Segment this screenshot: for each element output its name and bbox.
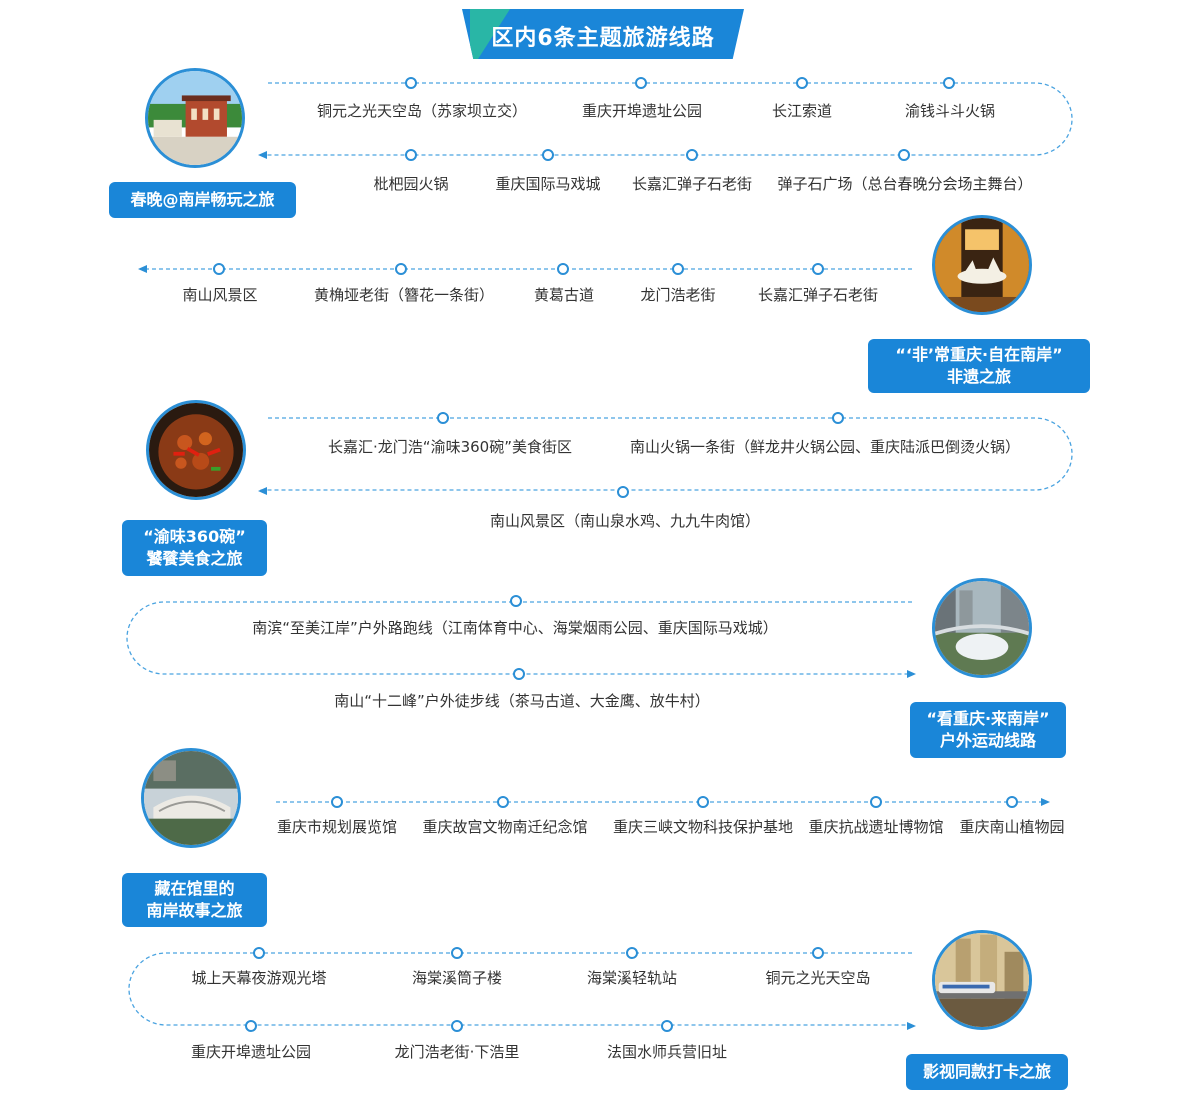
- route-stop-dot: [405, 77, 417, 89]
- page-title: 区内6条主题旅游线路: [491, 26, 715, 51]
- route-direction-arrow-icon: [907, 1022, 916, 1030]
- route-stop-dot: [870, 796, 882, 808]
- monorail-skyline-photo-icon: [932, 930, 1032, 1030]
- route-direction-arrow-icon: [138, 265, 147, 273]
- route-tag-outdoor[interactable]: “看重庆·来南岸” 户外运动线路: [910, 702, 1066, 758]
- route-stop-dot: [697, 796, 709, 808]
- route-stop-dot: [331, 796, 343, 808]
- route-tag-spring-festival[interactable]: 春晚@南岸畅玩之旅: [109, 182, 296, 218]
- route-stop-dot: [395, 263, 407, 275]
- stop-label: 海棠溪筒子楼: [411, 969, 503, 987]
- route-stop-dot: [513, 668, 525, 680]
- museum-photo-icon: [141, 748, 241, 848]
- stop-label: 法国水师兵营旧址: [606, 1043, 728, 1061]
- route-tag-line: 饕餮美食之旅: [146, 549, 243, 568]
- title-banner: 区内6条主题旅游线路: [462, 9, 744, 59]
- route-direction-arrow-icon: [258, 487, 267, 495]
- spicy-chicken-photo-icon: [146, 400, 246, 500]
- stop-label: 铜元之光天空岛: [765, 969, 871, 987]
- stop-label: 枇杷园火锅: [373, 175, 449, 193]
- stop-label: 南滨“至美江岸”户外路跑线（江南体育中心、海棠烟雨公园、重庆国际马戏城）: [252, 619, 778, 637]
- route-stop-dot: [510, 595, 522, 607]
- route-stop-dot: [213, 263, 225, 275]
- route-tag-intangible-heritage[interactable]: “‘非’常重庆·自在南岸” 非遗之旅: [868, 339, 1090, 393]
- stop-label: 重庆开埠遗址公园: [190, 1043, 312, 1061]
- old-building-photo-icon: [145, 68, 245, 168]
- route-tag-line: 户外运动线路: [939, 731, 1036, 750]
- route-stop-dot: [245, 1020, 257, 1032]
- route-stop-dot: [943, 77, 955, 89]
- route-direction-arrow-icon: [907, 670, 916, 678]
- route-stop-dot: [1006, 796, 1018, 808]
- stop-label: 南山风景区（南山泉水鸡、九九牛肉馆）: [489, 512, 761, 530]
- route-tag-line: 非遗之旅: [946, 367, 1011, 386]
- stop-label: 南山火锅一条街（鲜龙井火锅公园、重庆陆派巴倒烫火锅）: [629, 438, 1021, 456]
- route-tag-museums[interactable]: 藏在馆里的 南岸故事之旅: [122, 873, 267, 927]
- stop-label: 长嘉汇弹子石老街: [631, 175, 753, 193]
- stop-label: 重庆三峡文物科技保护基地: [612, 818, 794, 836]
- route-stop-dot: [796, 77, 808, 89]
- route-stop-dot: [635, 77, 647, 89]
- stadium-photo-icon: [932, 578, 1032, 678]
- stop-label: 重庆国际马戏城: [495, 175, 601, 193]
- route-tag-line: “看重庆·来南岸”: [926, 709, 1050, 728]
- route-stop-dot: [557, 263, 569, 275]
- route-stop-dot: [626, 947, 638, 959]
- stop-label: 重庆市规划展览馆: [276, 818, 398, 836]
- route-stop-dot: [437, 412, 449, 424]
- stop-label: 城上天幕夜游观光塔: [191, 969, 327, 987]
- route-stop-dot: [661, 1020, 673, 1032]
- route-tag-line: “‘非’常重庆·自在南岸”: [895, 345, 1063, 364]
- route-stop-dot: [405, 149, 417, 161]
- route-dashed-line: [126, 601, 912, 675]
- route-dashed-line: [128, 952, 912, 1026]
- route-stop-dot: [832, 412, 844, 424]
- route-tag-food[interactable]: “渝味360碗” 饕餮美食之旅: [122, 520, 267, 576]
- stop-label: 黄桷垭老街（簪花一条街）: [313, 286, 495, 304]
- route-tag-line: 春晚@南岸畅玩之旅: [130, 190, 275, 209]
- stop-label: 长嘉汇弹子石老街: [757, 286, 879, 304]
- stop-label: 弹子石广场（总台春晚分会场主舞台）: [777, 175, 1033, 193]
- stop-label: 重庆南山植物园: [959, 818, 1065, 836]
- route-stop-dot: [812, 947, 824, 959]
- deer-lantern-photo-icon: [932, 215, 1032, 315]
- route-tag-film[interactable]: 影视同款打卡之旅: [906, 1054, 1068, 1090]
- route-stop-dot: [617, 486, 629, 498]
- route-stop-dot: [672, 263, 684, 275]
- route-stop-dot: [497, 796, 509, 808]
- stop-label: 南山“十二峰”户外徒步线（茶马古道、大金鹰、放牛村）: [334, 692, 710, 710]
- stop-label: 重庆抗战遗址博物馆: [808, 818, 944, 836]
- route-direction-arrow-icon: [1041, 798, 1050, 806]
- route-direction-arrow-icon: [258, 151, 267, 159]
- route-tag-line: 影视同款打卡之旅: [922, 1062, 1051, 1081]
- route-stop-dot: [451, 947, 463, 959]
- route-stop-dot: [253, 947, 265, 959]
- route-stop-dot: [542, 149, 554, 161]
- stop-label: 南山风景区: [182, 286, 258, 304]
- route-stop-dot: [898, 149, 910, 161]
- stop-label: 龙门浩老街·下浩里: [394, 1043, 520, 1061]
- stop-label: 海棠溪轻轨站: [586, 969, 678, 987]
- route-dashed-line: [260, 82, 1073, 156]
- route-stop-dot: [451, 1020, 463, 1032]
- stop-label: 重庆故宫文物南迁纪念馆: [422, 818, 588, 836]
- route-tag-line: 南岸故事之旅: [146, 901, 243, 920]
- stop-label: 重庆开埠遗址公园: [581, 102, 703, 120]
- stop-label: 长嘉汇·龙门浩“渝味360碗”美食街区: [328, 438, 572, 456]
- stop-label: 黄葛古道: [533, 286, 595, 304]
- stop-label: 长江索道: [771, 102, 833, 120]
- stop-label: 渝钱斗斗火锅: [904, 102, 996, 120]
- stop-label: 龙门浩老街: [640, 286, 716, 304]
- route-stop-dot: [812, 263, 824, 275]
- route-stop-dot: [686, 149, 698, 161]
- route-tag-line: “渝味360碗”: [143, 527, 246, 546]
- stop-label: 铜元之光天空岛（苏家坝立交）: [316, 102, 528, 120]
- route-tag-line: 藏在馆里的: [154, 879, 235, 898]
- route-dashed-line: [260, 417, 1073, 491]
